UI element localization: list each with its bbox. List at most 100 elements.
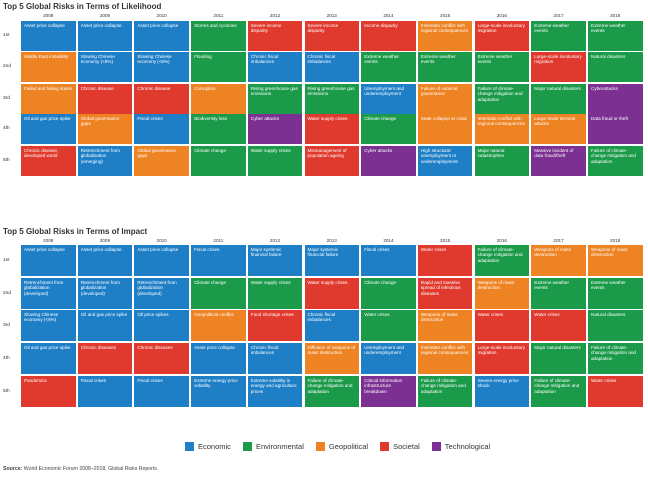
year-label: 2009 xyxy=(99,238,111,243)
risk-cell: Failed and failing states xyxy=(21,84,76,114)
legend-swatch xyxy=(242,441,252,451)
legend-swatch xyxy=(431,441,441,451)
year-label: 2012 xyxy=(269,238,281,243)
risk-cell: Chronic fiscal imbalances xyxy=(304,310,359,341)
legend-item: Environmental xyxy=(242,441,304,451)
risk-cell: Massive incident of data fraud/theft xyxy=(531,146,586,176)
legend-swatch xyxy=(185,441,194,451)
legend-label: Economic xyxy=(198,441,231,451)
year-label: 2011 xyxy=(213,13,224,18)
risk-cell: Extreme weather events xyxy=(531,278,586,309)
year-label: 2018 xyxy=(610,13,621,18)
risk-cell: Slowing Chinese economy (<6%) xyxy=(134,52,189,82)
risk-cell: Failure of climate-change mitigation and… xyxy=(474,84,530,114)
risk-cell: Retrenchment from globalization (develop… xyxy=(134,278,189,309)
risk-cell: Extreme weather events xyxy=(474,52,530,82)
risk-cell: Global governance gaps xyxy=(134,146,189,176)
risk-cell: Oil price spikes xyxy=(134,310,189,341)
risk-cell: Major natural disasters xyxy=(531,343,586,374)
risk-cell: Asset price collapse xyxy=(77,21,133,51)
risk-cell: Failure of climate-change mitigation and… xyxy=(417,376,473,407)
risk-cell: Water crises xyxy=(474,310,530,341)
risk-cell: Water supply crises xyxy=(304,114,359,144)
risk-cell: Diffusion of weapons of mass destruction xyxy=(304,343,359,374)
year-label: 2008 xyxy=(43,13,54,18)
risk-cell: Chronic fiscal imbalances xyxy=(247,52,303,82)
risk-cell: Severe income disparity xyxy=(304,21,359,51)
legend-label: Societal xyxy=(393,441,420,451)
risk-cell: Interstate conflict with regional conseq… xyxy=(417,343,473,374)
risk-cell: Asset price collapse xyxy=(134,245,189,276)
source-label: Source: xyxy=(3,466,23,472)
year-label: 2014 xyxy=(383,13,394,18)
year-label: 2008 xyxy=(43,238,54,243)
year-label: 2014 xyxy=(383,238,394,243)
year-label: 2015 xyxy=(440,13,451,18)
risk-cell: Weapons of mass destruction xyxy=(531,245,586,276)
risk-cell: Extreme energy price volatility xyxy=(191,376,246,407)
risk-cell: Failure of climate-change mitigation and… xyxy=(588,146,643,176)
risk-cell: Fiscal crises xyxy=(134,376,189,407)
risk-cell: Interstate conflict with regional conseq… xyxy=(474,114,530,144)
risk-cell: Pandemics xyxy=(21,376,76,407)
risk-cell: Fiscal crises xyxy=(191,245,246,276)
risk-cell: Unemployment and underemployment xyxy=(361,84,416,114)
risk-cell: Natural disasters xyxy=(588,310,643,341)
legend-label: Technological xyxy=(444,441,491,451)
year-label: 2010 xyxy=(156,238,167,243)
rank-label: 3rd xyxy=(3,322,10,328)
risk-cell: Water supply crises xyxy=(247,278,303,309)
risk-cell: Corruption xyxy=(191,84,246,114)
risk-cell: Water crises xyxy=(361,310,416,341)
risk-cell: Extreme weather events xyxy=(361,52,416,82)
year-label: 2017 xyxy=(553,13,564,18)
risk-cell: Oil and gas price spike xyxy=(21,343,76,374)
risk-cell: Cyber attacks xyxy=(247,114,303,144)
risk-cell: Data fraud or theft xyxy=(588,114,643,144)
legend-swatch xyxy=(380,441,390,451)
rank-label: 1st xyxy=(3,33,10,38)
risk-cell: Slowing Chinese economy (<6%) xyxy=(77,52,133,82)
risk-cell: Fiscal crises xyxy=(361,245,416,276)
risk-cell: Retrenchment from globalization (develop… xyxy=(77,278,133,309)
risk-cell: Rising greenhouse gas emissions xyxy=(304,84,359,114)
risk-cell: Water supply crises xyxy=(304,278,359,309)
rank-label: 1st xyxy=(3,257,10,263)
risk-cell: Critical information infrastructure brea… xyxy=(361,376,416,407)
rank-label: 4th xyxy=(3,355,10,361)
risk-cell: Weapons of mass destruction xyxy=(474,278,530,309)
year-label: 2012 xyxy=(269,13,281,18)
risk-cell: Chronic fiscal imbalances xyxy=(304,52,359,82)
risk-cell: Major natural catastrophes xyxy=(474,146,530,176)
year-label: 2016 xyxy=(496,13,507,18)
legend-item: Societal xyxy=(380,441,420,451)
risk-cell: Large-scale terrorist attacks xyxy=(531,114,586,144)
rank-label: 4th xyxy=(3,126,10,131)
risk-cell: Failure of climate-change mitigation and… xyxy=(588,343,643,374)
risk-cell: Asset price collapse xyxy=(21,245,76,276)
risk-cell: Extreme weather events xyxy=(417,52,473,82)
risk-cell: Failure of climate-change mitigation and… xyxy=(304,376,359,407)
risk-cell: Climate change xyxy=(361,278,416,309)
risk-cell: Major natural disasters xyxy=(531,84,586,114)
risk-cell: Oil and gas price spike xyxy=(77,310,133,341)
impact-title: Top 5 Global Risks in Terms of Impact xyxy=(3,227,148,236)
risk-cell: Rapid and massive spread of infectious d… xyxy=(417,278,473,309)
risk-cell: Chronic fiscal imbalances xyxy=(247,343,303,374)
risk-cell: Water crises xyxy=(531,310,586,341)
risk-cell: Major systemic financial failure xyxy=(304,245,359,276)
risk-cell: Interstate conflict with regional conseq… xyxy=(417,21,473,51)
risk-cell: Retrenchment from globalization (develop… xyxy=(21,278,76,309)
risk-cell: Climate change xyxy=(361,114,416,144)
risk-cell: Failure of climate-change mitigation and… xyxy=(474,245,530,276)
risk-cell: Large-scale involuntary migration xyxy=(531,52,586,82)
likelihood-title: Top 5 Global Risks in Terms of Likelihoo… xyxy=(3,2,162,11)
risk-cell: Fiscal crises xyxy=(134,114,189,144)
legend-label: Environmental xyxy=(255,441,304,451)
risk-cell: Climate change xyxy=(191,146,246,176)
risk-cell: Chronic disease xyxy=(77,84,133,114)
risk-cell: Middle East instability xyxy=(21,52,76,82)
risk-cell: Large-scale involuntary migration xyxy=(474,21,530,51)
year-label: 2018 xyxy=(610,238,621,243)
year-label: 2011 xyxy=(213,238,224,243)
